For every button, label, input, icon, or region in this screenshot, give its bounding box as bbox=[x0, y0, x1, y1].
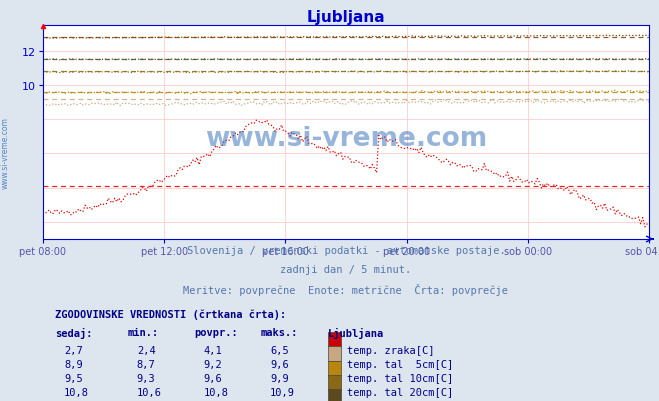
Text: 4,1: 4,1 bbox=[204, 345, 222, 355]
Bar bbox=[328, 332, 341, 347]
Text: 8,7: 8,7 bbox=[137, 359, 156, 369]
Text: 8,9: 8,9 bbox=[64, 359, 83, 369]
Text: temp. zraka[C]: temp. zraka[C] bbox=[347, 345, 435, 355]
Text: zadnji dan / 5 minut.: zadnji dan / 5 minut. bbox=[280, 265, 412, 275]
Bar bbox=[328, 375, 341, 390]
Title: Ljubljana: Ljubljana bbox=[306, 10, 386, 25]
Text: 6,5: 6,5 bbox=[270, 345, 289, 355]
Text: 9,9: 9,9 bbox=[270, 373, 289, 383]
Text: 2,7: 2,7 bbox=[64, 345, 83, 355]
Text: Slovenija / vremenski podatki - avtomatske postaje.: Slovenija / vremenski podatki - avtomats… bbox=[186, 246, 505, 255]
Bar bbox=[328, 389, 341, 401]
Text: min.:: min.: bbox=[128, 328, 159, 338]
Text: 9,5: 9,5 bbox=[64, 373, 83, 383]
Text: ZGODOVINSKE VREDNOSTI (črtkana črta):: ZGODOVINSKE VREDNOSTI (črtkana črta): bbox=[55, 309, 286, 319]
Text: www.si-vreme.com: www.si-vreme.com bbox=[1, 117, 10, 188]
Text: maks.:: maks.: bbox=[261, 328, 299, 338]
Text: temp. tal 20cm[C]: temp. tal 20cm[C] bbox=[347, 387, 453, 397]
Bar bbox=[328, 346, 341, 362]
Text: sedaj:: sedaj: bbox=[55, 328, 92, 338]
Text: 9,3: 9,3 bbox=[137, 373, 156, 383]
Text: povpr.:: povpr.: bbox=[194, 328, 238, 338]
Text: 10,8: 10,8 bbox=[64, 387, 89, 397]
Text: 10,6: 10,6 bbox=[137, 387, 162, 397]
Text: temp. tal 10cm[C]: temp. tal 10cm[C] bbox=[347, 373, 453, 383]
Text: 10,8: 10,8 bbox=[204, 387, 229, 397]
Text: Meritve: povprečne  Enote: metrične  Črta: povprečje: Meritve: povprečne Enote: metrične Črta:… bbox=[183, 284, 509, 296]
Text: 10,9: 10,9 bbox=[270, 387, 295, 397]
Text: www.si-vreme.com: www.si-vreme.com bbox=[205, 126, 487, 152]
Text: Ljubljana: Ljubljana bbox=[328, 328, 384, 338]
Text: 9,2: 9,2 bbox=[204, 359, 222, 369]
Text: 9,6: 9,6 bbox=[270, 359, 289, 369]
Bar bbox=[328, 361, 341, 376]
Text: 9,6: 9,6 bbox=[204, 373, 222, 383]
Text: temp. tal  5cm[C]: temp. tal 5cm[C] bbox=[347, 359, 453, 369]
Text: 2,4: 2,4 bbox=[137, 345, 156, 355]
